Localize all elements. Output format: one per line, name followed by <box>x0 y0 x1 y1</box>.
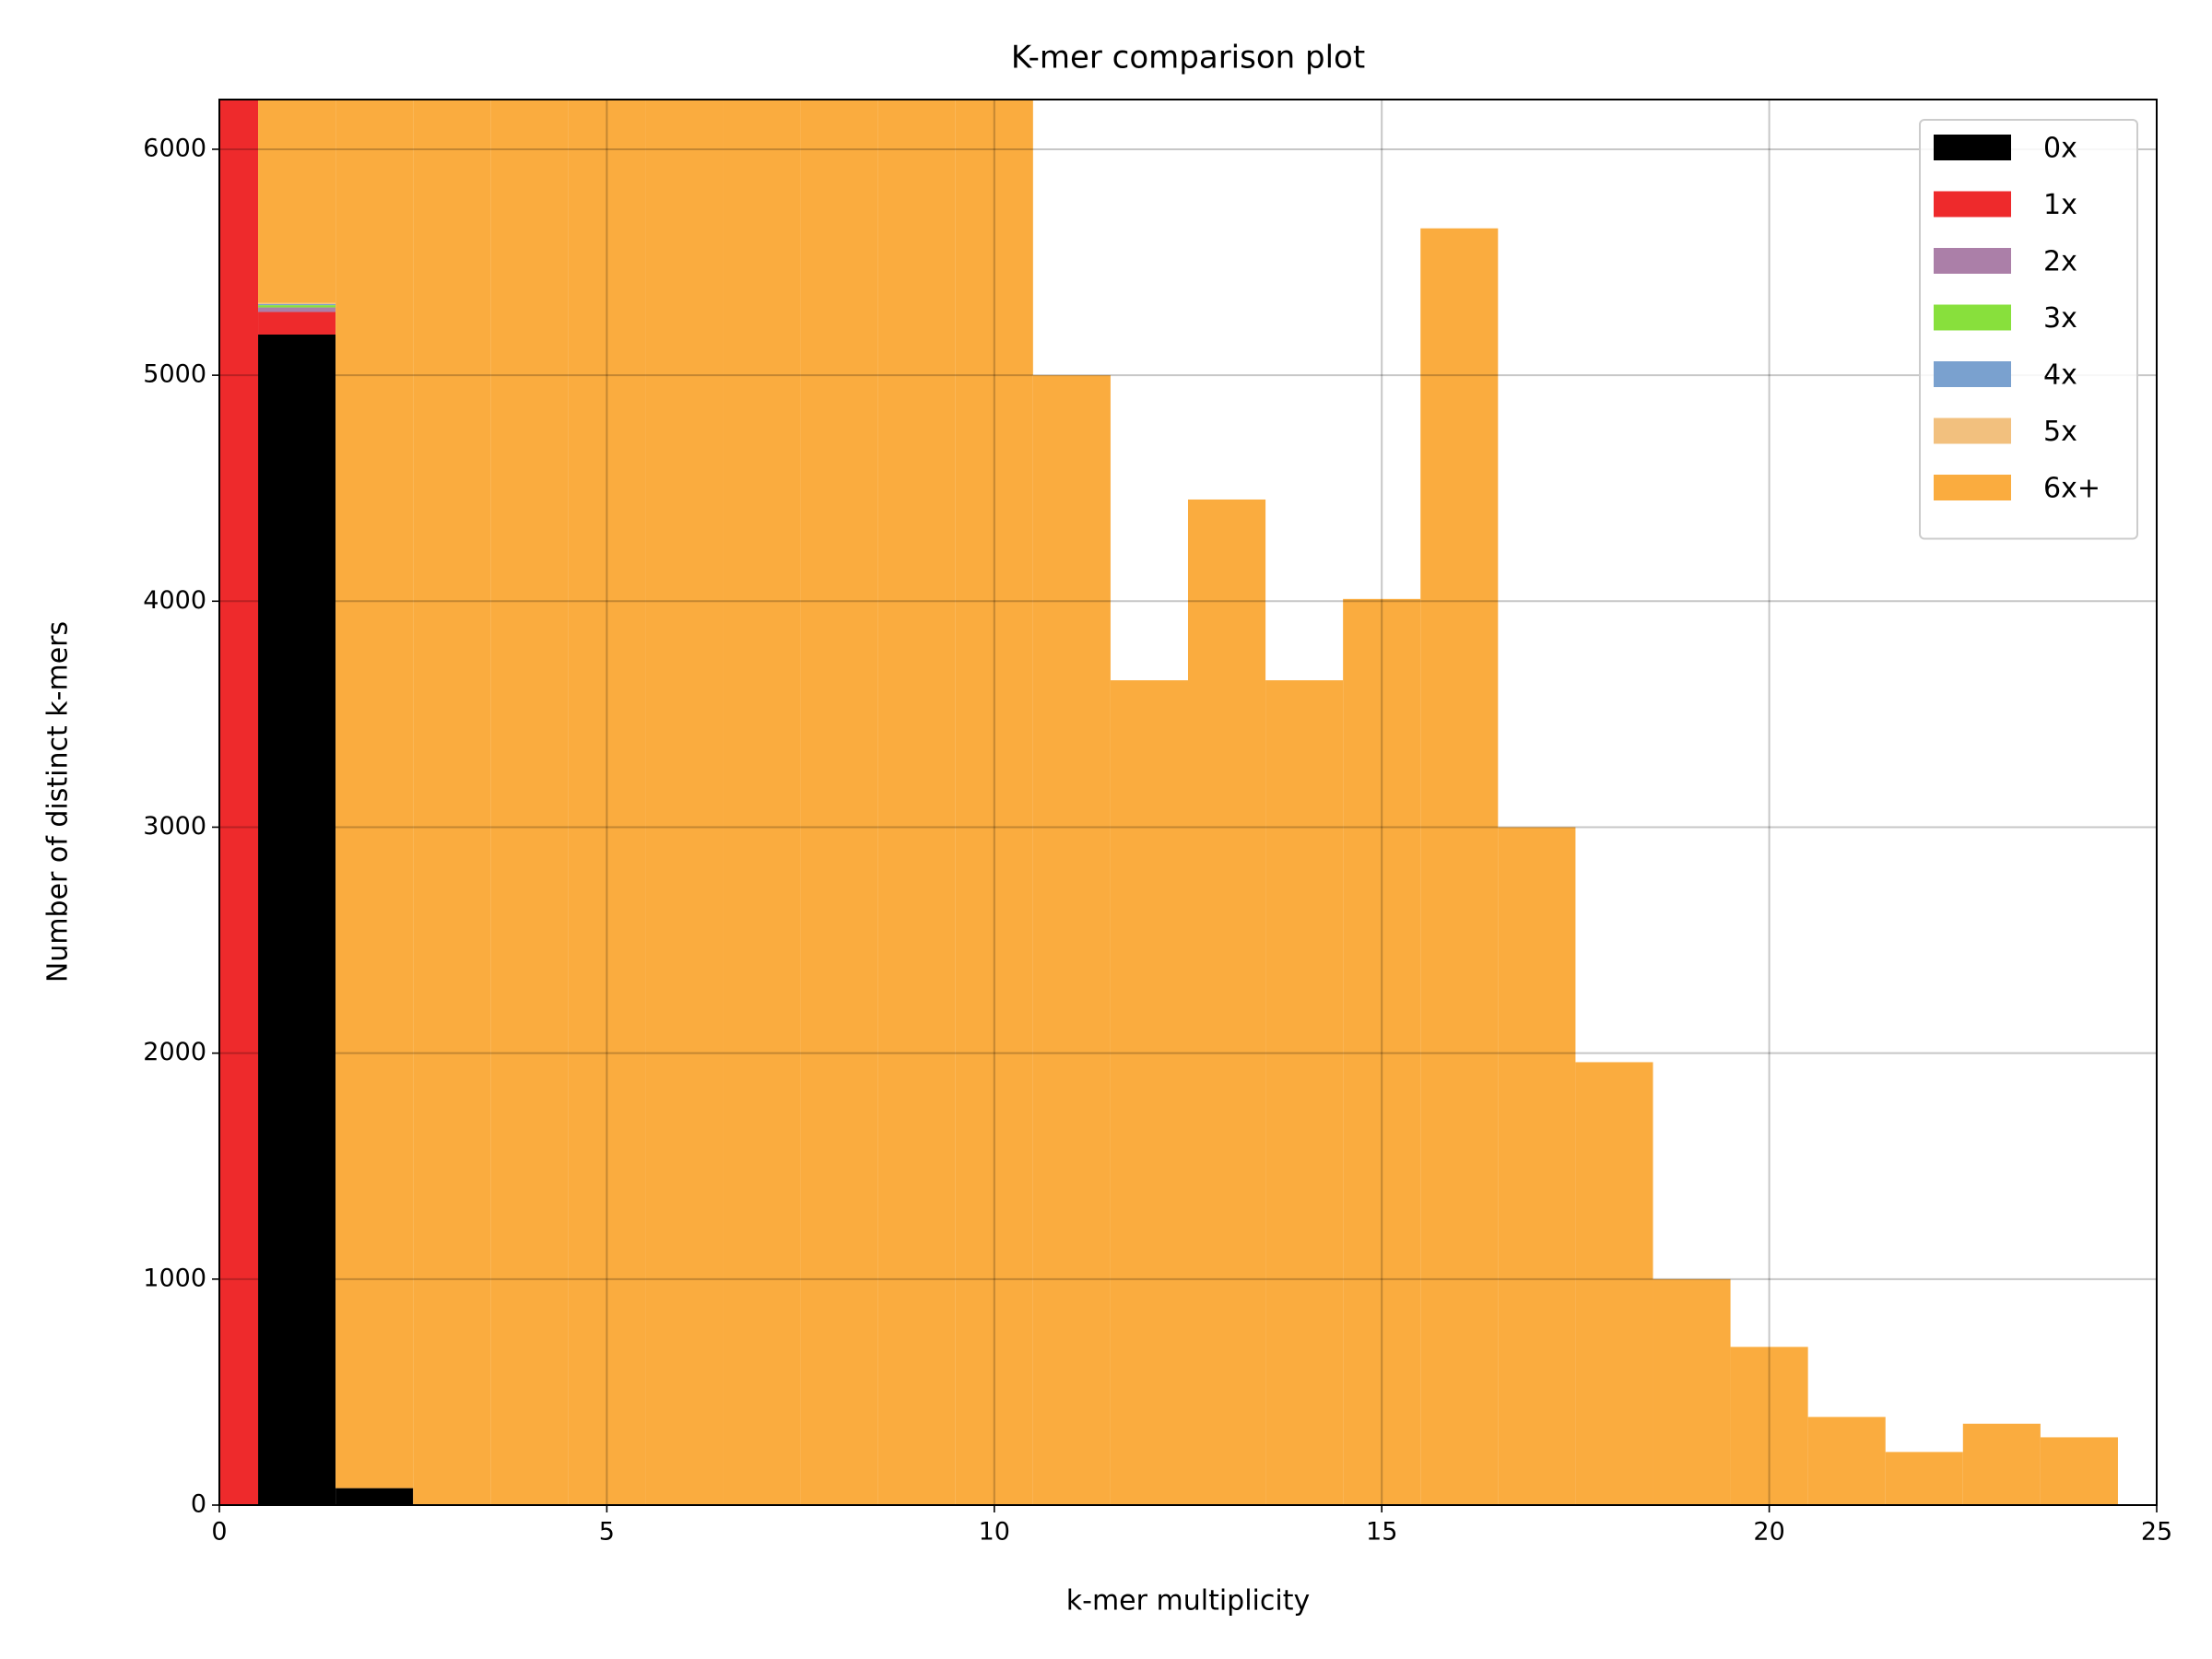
bar-segment <box>877 100 956 1505</box>
bar-segment <box>1730 1347 1808 1505</box>
bar-segment <box>1885 1452 1963 1505</box>
bar-segment <box>258 303 336 306</box>
x-tick-label: 25 <box>2141 1518 2172 1547</box>
bar-segment <box>413 100 491 1505</box>
axes-frame <box>218 99 2158 1506</box>
y-tick-label: 5000 <box>143 360 206 389</box>
legend-swatch <box>1934 475 2011 500</box>
bar-segment <box>1962 1423 2041 1505</box>
bar-segment <box>1653 1278 1731 1505</box>
bar-segment <box>258 307 336 312</box>
y-axis-label: Number of distinct k-mers <box>42 621 75 982</box>
legend-label: 1x <box>2043 189 2077 221</box>
axes: 0 5 10 15 20 25 0 1000 2000 3000 4000 5000 6000 0x 1x 2… <box>143 99 2172 1547</box>
x-tick-label: 0 <box>211 1518 227 1547</box>
x-tick-label: 5 <box>599 1518 615 1547</box>
bar-segment <box>258 100 336 303</box>
legend-swatch <box>1934 135 2011 160</box>
bar-segment <box>1420 228 1499 1505</box>
bar-segment <box>490 100 569 1505</box>
legend-label: 2x <box>2043 246 2077 278</box>
legend-swatch <box>1934 304 2011 331</box>
legend-swatch <box>1934 418 2011 444</box>
bar-segment <box>1188 499 1266 1505</box>
y-tick-label: 3000 <box>143 812 206 841</box>
y-tick-label: 1000 <box>143 1264 206 1292</box>
plot-area <box>219 100 2118 1505</box>
x-tick-label: 20 <box>1753 1518 1784 1547</box>
bar-segment <box>1807 1417 1886 1505</box>
legend-swatch <box>1934 248 2011 274</box>
y-tick-label: 0 <box>191 1490 206 1519</box>
bar-segment <box>800 100 878 1505</box>
bar-segment <box>258 312 336 335</box>
legend-label: 5x <box>2043 416 2077 448</box>
bar-segment <box>955 100 1033 1505</box>
bar-segment <box>1343 598 1421 1505</box>
bar-segment <box>723 100 801 1505</box>
legend-label: 3x <box>2043 302 2077 335</box>
bar-segment <box>219 100 259 1505</box>
y-tick-label: 4000 <box>143 586 206 615</box>
y-tick-label: 6000 <box>143 134 206 162</box>
bar-segment <box>568 100 646 1505</box>
bar-segment <box>335 100 414 1488</box>
bar-segment <box>258 305 336 308</box>
x-axis-label: k-mer multiplicity <box>1066 1585 1310 1618</box>
bar-segment <box>645 100 724 1505</box>
legend-swatch <box>1934 361 2011 387</box>
bar-segment <box>2040 1437 2118 1505</box>
legend-label: 6x+ <box>2043 473 2100 505</box>
bar-segment <box>1110 680 1188 1505</box>
bar-segment <box>335 1488 414 1505</box>
bar-segment <box>1265 680 1344 1505</box>
legend-swatch <box>1934 191 2011 218</box>
bar-segment <box>1032 375 1111 1505</box>
y-tick-label: 2000 <box>143 1038 206 1066</box>
bar-segment <box>1498 827 1576 1505</box>
x-tick-label: 10 <box>979 1518 1010 1547</box>
legend-label: 4x <box>2043 359 2077 392</box>
x-tick-label: 15 <box>1366 1518 1397 1547</box>
chart-title: K-mer comparison plot <box>1011 40 1365 76</box>
bar-segment <box>258 302 336 304</box>
bar-segment <box>258 334 336 1505</box>
bar-segment <box>1575 1062 1653 1505</box>
legend-label: 0x <box>2043 133 2077 165</box>
